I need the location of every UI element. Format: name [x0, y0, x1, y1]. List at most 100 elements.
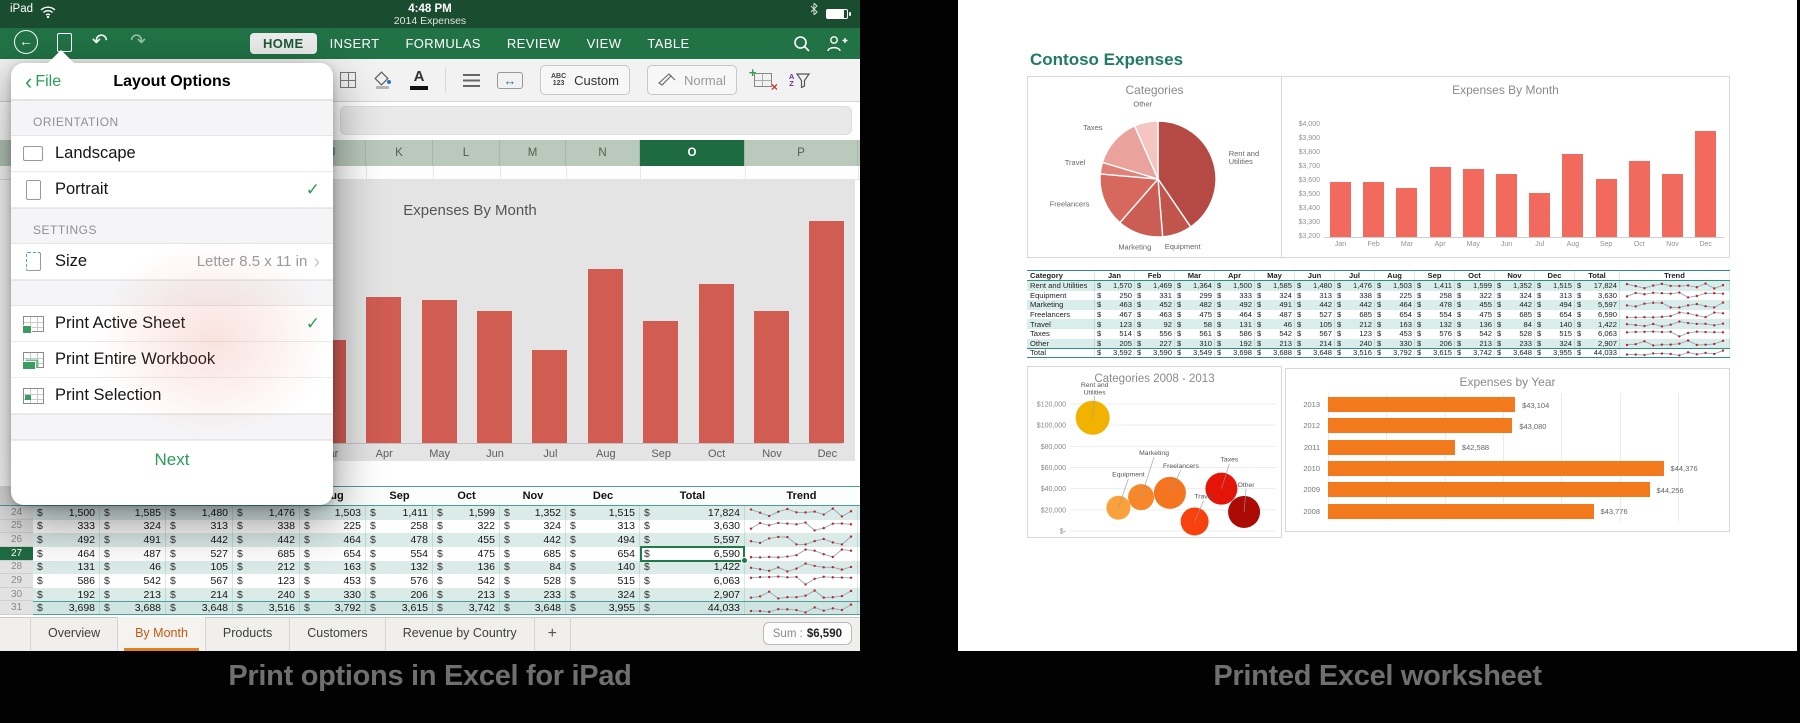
sheet-tab-overview[interactable]: Overview	[30, 617, 119, 651]
cell-nov-27[interactable]: $685	[500, 546, 566, 561]
cell-total-29[interactable]: $6,063	[640, 574, 745, 588]
cell-aug-24[interactable]: $1,503	[300, 506, 366, 520]
cell-may-28[interactable]: $46	[100, 560, 166, 575]
cell-dec-29[interactable]: $515	[566, 574, 640, 588]
undo-icon[interactable]: ↶	[92, 31, 108, 52]
column-header-O[interactable]: O	[640, 140, 745, 166]
formula-bar[interactable]	[340, 106, 852, 135]
cell-oct-29[interactable]: $542	[433, 574, 500, 588]
cell-sep-27[interactable]: $554	[366, 546, 433, 561]
cell-dec-30[interactable]: $324	[566, 587, 640, 602]
cell-apr-26[interactable]: $492	[33, 533, 100, 547]
popover-option-landscape[interactable]: Landscape	[11, 136, 333, 172]
cell-oct-28[interactable]: $136	[433, 560, 500, 575]
font-color-icon[interactable]: A	[410, 69, 428, 90]
column-header-P[interactable]: P	[745, 140, 858, 166]
cell-may-27[interactable]: $487	[100, 546, 166, 561]
column-header-L[interactable]: L	[433, 140, 500, 166]
popover-option-print-active-sheet[interactable]: Print Active Sheet ✓	[11, 306, 333, 342]
cell-apr-29[interactable]: $586	[33, 574, 100, 588]
insert-delete-cells-icon[interactable]: + ×	[748, 65, 778, 94]
cell-jul-28[interactable]: $212	[233, 560, 300, 575]
cell-apr-28[interactable]: $131	[33, 560, 100, 575]
popover-option-portrait[interactable]: Portrait ✓	[11, 172, 333, 208]
cell-jul-24[interactable]: $1,476	[233, 506, 300, 520]
cell-nov-24[interactable]: $1,352	[500, 506, 566, 520]
embedded-chart[interactable]: Expenses By Month JanFebMarAprMayJunJulA…	[85, 180, 855, 461]
cell-may-30[interactable]: $213	[100, 587, 166, 602]
row-number-26[interactable]: 26	[0, 533, 33, 547]
ribbon-tab-view[interactable]: VIEW	[586, 36, 622, 51]
row-number-31[interactable]: 31	[0, 601, 33, 615]
cell-nov-29[interactable]: $528	[500, 574, 566, 588]
cell-total-30[interactable]: $2,907	[640, 587, 745, 602]
cell-total-25[interactable]: $3,630	[640, 519, 745, 534]
sheet-tab-products[interactable]: Products	[206, 617, 291, 651]
file-back-button[interactable]: ‹ File	[25, 63, 61, 100]
redo-icon[interactable]: ↷	[130, 31, 146, 52]
sheet-tab-revenue-by-country[interactable]: Revenue by Country	[386, 617, 535, 651]
row-number-24[interactable]: 24	[0, 506, 33, 520]
cell-jul-26[interactable]: $442	[233, 533, 300, 547]
ribbon-tab-home[interactable]: HOME	[250, 33, 317, 54]
cell-apr-25[interactable]: $333	[33, 519, 100, 534]
cell-jun-25[interactable]: $313	[166, 519, 233, 534]
cell-apr-31[interactable]: $3,698	[33, 602, 100, 614]
cell-apr-24[interactable]: $1,500	[33, 506, 100, 520]
cell-aug-31[interactable]: $3,792	[300, 602, 366, 614]
cell-jun-26[interactable]: $442	[166, 533, 233, 547]
selection-handle[interactable]	[741, 556, 748, 564]
cell-aug-27[interactable]: $654	[300, 546, 366, 561]
cell-sep-31[interactable]: $3,615	[366, 602, 433, 614]
sheet-tab-customers[interactable]: Customers	[290, 617, 386, 651]
cell-dec-24[interactable]: $1,515	[566, 506, 640, 520]
cell-may-25[interactable]: $324	[100, 519, 166, 534]
cell-sep-25[interactable]: $258	[366, 519, 433, 534]
cell-dec-25[interactable]: $313	[566, 519, 640, 534]
share-person-icon[interactable]	[826, 35, 848, 53]
cell-jun-29[interactable]: $567	[166, 574, 233, 588]
search-icon[interactable]	[793, 35, 811, 53]
cell-nov-25[interactable]: $324	[500, 519, 566, 534]
cell-dec-27[interactable]: $654	[566, 546, 640, 561]
cell-oct-31[interactable]: $3,742	[433, 602, 500, 614]
cell-jul-30[interactable]: $240	[233, 587, 300, 602]
cell-total-24[interactable]: $17,824	[640, 506, 745, 520]
cell-oct-30[interactable]: $213	[433, 587, 500, 602]
cell-aug-29[interactable]: $453	[300, 574, 366, 588]
selected-cell-outline[interactable]	[640, 545, 745, 562]
cell-apr-27[interactable]: $464	[33, 546, 100, 561]
cell-dec-26[interactable]: $494	[566, 533, 640, 547]
next-button[interactable]: Next	[11, 440, 333, 478]
number-format-button[interactable]: ABC 123 Custom	[540, 65, 630, 95]
cell-nov-28[interactable]: $84	[500, 560, 566, 575]
cell-sep-26[interactable]: $478	[366, 533, 433, 547]
cell-jun-30[interactable]: $214	[166, 587, 233, 602]
cell-sep-29[interactable]: $576	[366, 574, 433, 588]
cell-total-31[interactable]: $44,033	[640, 602, 745, 614]
cell-may-31[interactable]: $3,688	[100, 602, 166, 614]
popover-option-print-selection[interactable]: Print Selection	[11, 378, 333, 414]
cell-nov-26[interactable]: $442	[500, 533, 566, 547]
cell-jun-24[interactable]: $1,480	[166, 506, 233, 520]
cell-apr-30[interactable]: $192	[33, 587, 100, 602]
merge-cells-icon[interactable]: ↔	[497, 71, 523, 89]
cell-aug-25[interactable]: $225	[300, 519, 366, 534]
cell-oct-26[interactable]: $455	[433, 533, 500, 547]
borders-icon[interactable]	[340, 72, 356, 88]
cell-total-26[interactable]: $5,597	[640, 533, 745, 547]
column-header-M[interactable]: M	[500, 140, 566, 166]
cell-aug-26[interactable]: $464	[300, 533, 366, 547]
sheet-tab-by-month[interactable]: By Month	[118, 617, 206, 651]
ribbon-tab-insert[interactable]: INSERT	[329, 36, 380, 51]
cell-aug-28[interactable]: $163	[300, 560, 366, 575]
cell-jul-27[interactable]: $685	[233, 546, 300, 561]
cell-may-26[interactable]: $491	[100, 533, 166, 547]
row-number-25[interactable]: 25	[0, 519, 33, 534]
cell-nov-31[interactable]: $3,648	[500, 602, 566, 614]
column-header-K[interactable]: K	[366, 140, 433, 166]
row-number-30[interactable]: 30	[0, 587, 33, 602]
cell-dec-28[interactable]: $140	[566, 560, 640, 575]
cell-nov-30[interactable]: $233	[500, 587, 566, 602]
